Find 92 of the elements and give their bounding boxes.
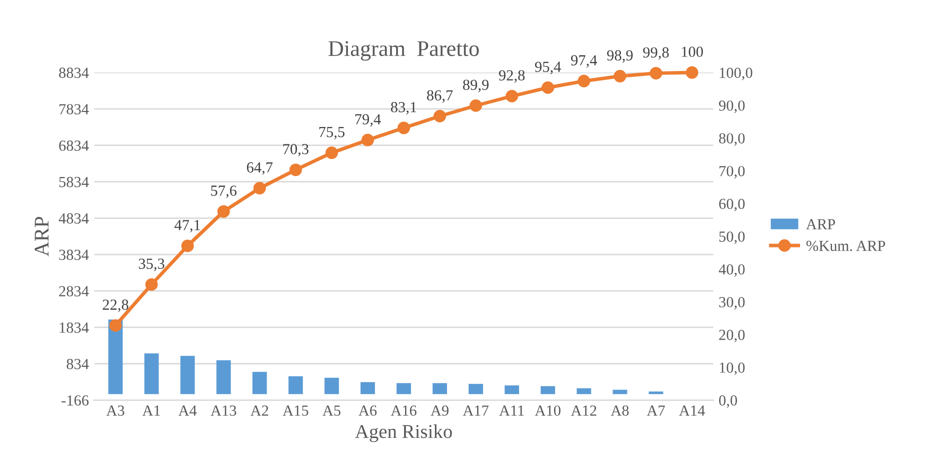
point xyxy=(434,110,446,122)
x-tick-label: A9 xyxy=(430,405,449,416)
point xyxy=(686,66,698,79)
data-label: 92,8 xyxy=(498,70,525,83)
data-label: 100 xyxy=(682,46,703,57)
x-tick-label: A1 xyxy=(142,406,160,416)
y2-tick-label: 60,0 xyxy=(719,198,745,212)
data-label: 83,1 xyxy=(390,102,416,114)
point xyxy=(614,70,626,82)
data-label: 47,1 xyxy=(174,220,200,232)
x-tick-label: A6 xyxy=(358,405,377,416)
data-label: 97,4 xyxy=(571,55,598,68)
bar xyxy=(504,385,520,394)
y2-tick-label: 70,0 xyxy=(720,166,745,178)
x-tick-label: A17 xyxy=(462,406,489,416)
y2-tick-label: 80,0 xyxy=(719,133,745,146)
point xyxy=(470,99,482,112)
y2-tick-label: 90,0 xyxy=(718,100,745,113)
bar xyxy=(396,383,411,394)
point xyxy=(109,319,122,332)
point xyxy=(289,164,302,176)
point xyxy=(145,278,158,291)
x-tick-label: A12 xyxy=(570,405,596,416)
x-tick-label: A11 xyxy=(499,406,524,416)
y2-tick-label: 50,0 xyxy=(719,231,745,244)
data-label: 95,4 xyxy=(535,62,562,74)
bar xyxy=(432,383,448,394)
y-tick-label: 8834 xyxy=(59,68,89,78)
point xyxy=(542,81,554,94)
data-label: 79,4 xyxy=(355,114,381,127)
x-tick-label: A16 xyxy=(390,405,416,416)
y-tick-label: 2834 xyxy=(59,286,89,296)
bar xyxy=(648,392,664,394)
bar xyxy=(576,388,592,394)
x-tick-label: A10 xyxy=(534,405,560,416)
y2-tick-label: 20,0 xyxy=(719,330,745,342)
y-tick-label: 1834 xyxy=(60,322,89,333)
x-tick-label: A8 xyxy=(610,405,629,416)
point xyxy=(398,122,410,134)
x-tick-label: A4 xyxy=(178,406,197,416)
y2-tick-label: 10,0 xyxy=(720,362,745,376)
bar xyxy=(540,386,556,394)
point xyxy=(253,182,266,194)
data-label: 70,3 xyxy=(283,144,308,156)
legend-label: ARP xyxy=(806,219,836,230)
y-tick-label: -166 xyxy=(62,395,89,406)
point xyxy=(650,66,662,80)
data-label: 57,6 xyxy=(211,186,237,198)
x-tick-label: A2 xyxy=(250,405,268,416)
data-label: 22,8 xyxy=(102,300,128,312)
point xyxy=(506,90,518,102)
chart-title: Diagram Paretto xyxy=(328,41,479,61)
bar xyxy=(252,372,267,394)
point xyxy=(217,205,230,218)
y-tick-label: 3834 xyxy=(59,250,89,260)
bar xyxy=(288,376,303,394)
point xyxy=(325,146,338,160)
y-tick-label: 7834 xyxy=(59,104,89,114)
data-label: 64,7 xyxy=(246,162,273,175)
y2-tick-label: 0,0 xyxy=(719,395,738,408)
bar xyxy=(468,384,484,394)
point xyxy=(181,240,194,252)
data-label: 89,9 xyxy=(463,80,489,92)
x-tick-label: A14 xyxy=(679,406,705,416)
bar xyxy=(180,356,195,394)
y-axis-title: ARP xyxy=(34,216,48,256)
y-tick-label: 6834 xyxy=(59,140,89,151)
bar xyxy=(216,360,231,394)
point xyxy=(578,74,590,88)
y-tick-label: 834 xyxy=(66,358,89,370)
x-tick-label: A5 xyxy=(322,406,340,416)
x-tick-label: A7 xyxy=(646,406,665,416)
y2-tick-label: 40,0 xyxy=(718,264,745,277)
bar xyxy=(144,353,159,394)
y-tick-label: 5834 xyxy=(59,176,89,188)
x-tick-label: A13 xyxy=(210,405,236,416)
x-tick-label: A15 xyxy=(282,406,308,416)
x-tick-label: A3 xyxy=(106,405,124,416)
bar xyxy=(324,378,339,394)
data-label: 86,7 xyxy=(427,90,453,103)
y2-tick-label: 100,0 xyxy=(720,68,752,80)
y-tick-label: 4834 xyxy=(58,213,89,224)
bar xyxy=(612,390,628,394)
data-label: 75,5 xyxy=(319,127,344,140)
data-label: 35,3 xyxy=(138,258,164,272)
bar xyxy=(360,382,375,394)
data-label: 99,8 xyxy=(643,47,669,60)
legend-label: %Kum. ARP xyxy=(806,240,886,252)
point xyxy=(361,134,374,146)
data-label: 98,9 xyxy=(607,50,633,63)
x-axis-title: Agen Risiko xyxy=(355,424,452,442)
y2-tick-label: 30,0 xyxy=(719,297,745,310)
